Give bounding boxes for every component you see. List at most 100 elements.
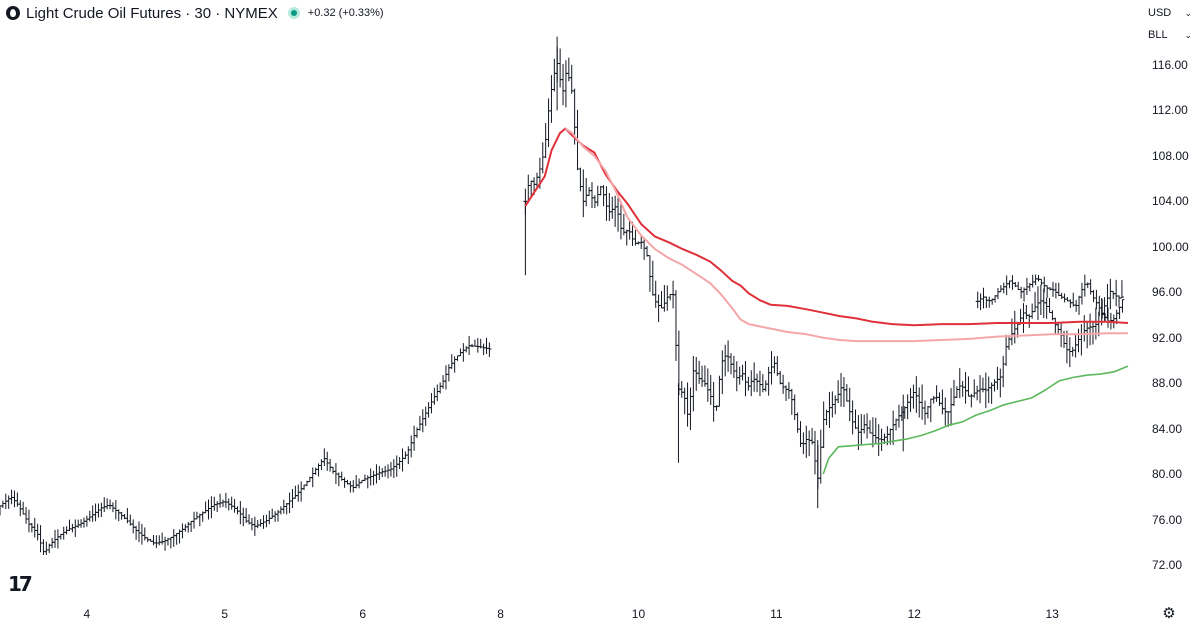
- ohlc-bar: [1082, 274, 1087, 297]
- currency-select[interactable]: USD ⌄: [1148, 4, 1192, 22]
- symbol-title[interactable]: Light Crude Oil Futures · 30 · NYMEX: [26, 4, 278, 22]
- ohlc-bar: [865, 413, 870, 439]
- ohlc-bar: [734, 361, 739, 392]
- ohlc-bar: [972, 379, 977, 398]
- ohlc-bar: [949, 388, 954, 426]
- ohlc-bar: [1030, 274, 1035, 288]
- ohlc-bar: [1085, 282, 1090, 289]
- ohlc-bar: [368, 468, 373, 486]
- drop-icon: [6, 6, 20, 20]
- ohlc-bar: [792, 394, 797, 421]
- ohlc-bar: [35, 523, 40, 541]
- ohlc-bar: [99, 502, 104, 518]
- ohlc-bar: [749, 370, 754, 397]
- ohlc-bar: [981, 287, 986, 309]
- ohlc-bar: [807, 430, 812, 457]
- ohlc-bar: [795, 412, 800, 433]
- ohlc-bar: [1053, 317, 1058, 335]
- ohlc-bar: [1091, 290, 1096, 303]
- ohlc-bar: [41, 539, 46, 556]
- ohlc-bar: [1038, 284, 1043, 315]
- gear-icon[interactable]: ⚙: [1162, 605, 1176, 622]
- y-tick-label: 84.00: [1152, 421, 1183, 436]
- ohlc-bar: [186, 521, 191, 533]
- ohlc-bar: [336, 472, 341, 487]
- ohlc-bar: [197, 513, 202, 527]
- ohlc-bar: [940, 389, 945, 415]
- ohlc-bar: [441, 375, 446, 389]
- ohlc-bar: [53, 529, 58, 548]
- ohlc-bar: [371, 470, 376, 486]
- ohlc-bar: [1067, 337, 1072, 368]
- ohlc-bar: [595, 185, 600, 207]
- ohlc-bar: [1059, 292, 1064, 299]
- ohlc-bar: [73, 519, 78, 538]
- ohlc-bar: [1076, 328, 1081, 353]
- ohlc-bar: [212, 496, 217, 511]
- ohlc-bar: [1119, 280, 1124, 299]
- ohlc-bar: [397, 457, 402, 470]
- x-tick-label: 8: [497, 607, 504, 621]
- ohlc-bar: [319, 459, 324, 471]
- ohlc-bar: [995, 287, 1000, 300]
- ohlc-bar: [84, 515, 89, 527]
- unit-select[interactable]: BLL ⌄: [1148, 26, 1192, 44]
- ohlc-bar: [24, 506, 29, 524]
- ohlc-bar: [647, 255, 652, 292]
- ohlc-bar: [203, 501, 208, 514]
- ohlc-bar: [70, 523, 75, 533]
- ohlc-bar: [267, 510, 272, 525]
- ohlc-bar: [723, 344, 728, 377]
- ohlc-bar: [937, 392, 942, 406]
- ohlc-bar: [142, 527, 147, 541]
- ohlc-bar: [134, 525, 139, 540]
- ohlc-bar: [775, 356, 780, 376]
- ohlc-bar: [449, 354, 454, 369]
- ohlc-bar: [656, 294, 661, 322]
- ohlc-bar: [853, 409, 858, 429]
- ohlc-bar: [238, 501, 243, 525]
- currency-label: USD: [1148, 7, 1172, 19]
- ohlc-bar: [1001, 282, 1006, 294]
- x-tick-label: 6: [359, 607, 366, 621]
- ohlc-bar: [380, 468, 385, 478]
- ohlc-bar: [659, 290, 664, 309]
- ohlc-bar: [116, 509, 121, 522]
- y-tick-label: 104.00: [1152, 194, 1189, 209]
- ohlc-bar: [293, 485, 298, 499]
- ohlc-bar: [928, 398, 933, 423]
- ohlc-bar: [998, 368, 1003, 398]
- x-tick-label: 4: [83, 607, 91, 621]
- vwap-bands: [524, 127, 1129, 475]
- y-tick-label: 72.00: [1152, 558, 1183, 572]
- ohlc-bar: [55, 529, 60, 549]
- ohlc-bar: [322, 448, 327, 466]
- ohlc-bar: [484, 337, 489, 354]
- ohlc-bar: [1056, 282, 1061, 297]
- ohlc-bar: [438, 382, 443, 394]
- ohlc-bar: [61, 526, 66, 540]
- ohlc-bar: [688, 387, 693, 431]
- ohlc-bar: [1004, 275, 1009, 296]
- ohlc-bar: [151, 534, 156, 546]
- ohlc-bar: [998, 285, 1003, 293]
- ohlc-bar: [163, 536, 168, 551]
- ohlc-bar: [766, 366, 771, 396]
- ohlc-bar: [391, 459, 396, 479]
- ohlc-bar: [778, 370, 783, 385]
- ohlc-bar: [731, 355, 736, 379]
- ohlc-bar: [549, 75, 554, 123]
- ohlc-bar: [105, 498, 110, 510]
- ohlc-bar: [934, 385, 939, 402]
- ohlc-bar: [870, 417, 875, 448]
- ohlc-bar: [472, 339, 477, 347]
- ohlc-bar: [1036, 274, 1041, 282]
- ohlc-bar: [546, 98, 551, 147]
- ohlc-bar: [711, 382, 716, 422]
- ohlc-bar: [769, 351, 774, 385]
- ohlc-bar: [1094, 289, 1099, 310]
- tradingview-logo-icon[interactable]: 17: [8, 572, 33, 596]
- ohlc-bar: [90, 505, 95, 522]
- ohlc-bar: [189, 520, 194, 532]
